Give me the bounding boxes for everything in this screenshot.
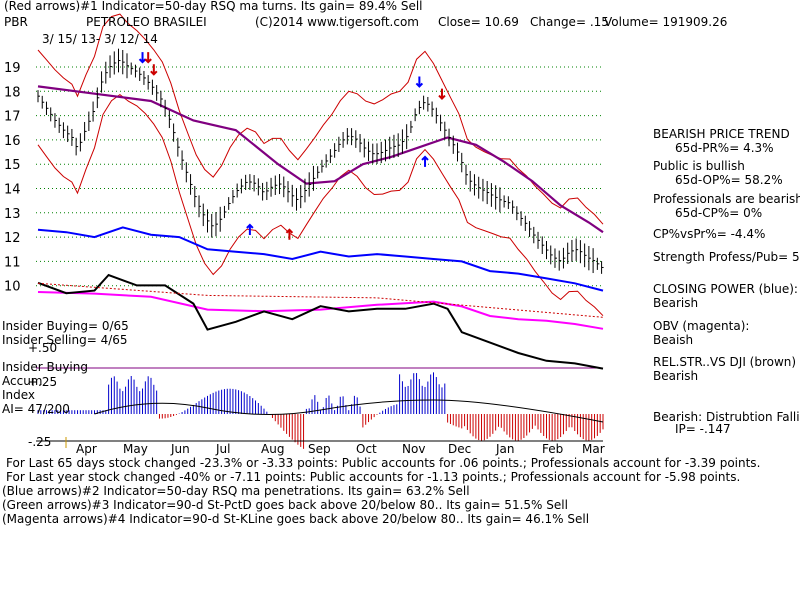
price-tick-label: 14 bbox=[4, 183, 21, 198]
price-tick-label: 18 bbox=[4, 85, 21, 100]
right-panel-line: 65d-CP%= 0% bbox=[675, 206, 763, 220]
insider-selling-count: Insider Selling= 4/65 bbox=[2, 333, 128, 347]
right-panel-line: OBV (magenta): bbox=[653, 319, 750, 333]
change-value: Change= .15 bbox=[530, 15, 609, 29]
x-tick-label: Aug bbox=[261, 442, 284, 456]
ticker-symbol: PBR bbox=[4, 15, 28, 29]
right-panel-line: CLOSING POWER (blue): bbox=[653, 282, 798, 296]
volume-value: Volume= 191909.26 bbox=[604, 15, 728, 29]
footer-line: For Last 65 days stock changed -23.3% or… bbox=[6, 456, 761, 470]
dotted-reference-line bbox=[37, 282, 604, 318]
price-bars bbox=[37, 48, 604, 274]
ai-label: AI= 47/200 bbox=[2, 402, 70, 416]
indicator-1-caption: (Red arrows)#1 Indicator=50-day RSQ ma t… bbox=[4, 0, 423, 13]
closing-power-line bbox=[37, 226, 604, 292]
down-arrow bbox=[415, 76, 424, 88]
price-tick-label: 10 bbox=[4, 280, 21, 295]
x-tick-label: Nov bbox=[402, 442, 425, 456]
right-panel-line: Beaish bbox=[653, 333, 694, 347]
price-tick-label: 19 bbox=[4, 61, 21, 76]
accum-tick-label: +.50 bbox=[28, 341, 57, 355]
right-panel-line: REL.STR..VS DJI (brown) bbox=[653, 355, 797, 369]
price-tick-label: 13 bbox=[4, 207, 21, 222]
right-panel-line: 65d-PR%= 4.3% bbox=[675, 141, 774, 155]
x-tick-label: Jun bbox=[170, 442, 190, 456]
right-panel-line: Bearish bbox=[653, 296, 699, 310]
copyright: (C)2014 www.tigersoft.com bbox=[255, 15, 419, 29]
obv-line bbox=[37, 291, 604, 330]
x-tick-label: Feb bbox=[542, 442, 563, 456]
insider-buying-label: Insider Buying bbox=[2, 360, 88, 374]
right-panel-line: Public is bullish bbox=[653, 159, 745, 173]
x-tick-label: Jul bbox=[215, 442, 230, 456]
down-arrow bbox=[438, 88, 446, 101]
insider-buying-count: Insider Buying= 0/65 bbox=[2, 319, 129, 333]
footer-line: (Blue arrows)#2 Indicator=50-day RSQ ma … bbox=[2, 484, 470, 498]
accum-label: Accum bbox=[2, 374, 43, 388]
down-arrow bbox=[144, 52, 152, 64]
price-tick-label: 15 bbox=[4, 158, 21, 173]
close-value: Close= 10.69 bbox=[438, 15, 519, 29]
company-name: PETROLEO BRASILEI bbox=[86, 15, 207, 29]
x-tick-label: Jan bbox=[495, 442, 515, 456]
x-tick-label: May bbox=[123, 442, 148, 456]
accum-ma-line bbox=[94, 399, 604, 423]
right-panel-line: Strength Profess/Pub= 56 bbox=[653, 250, 800, 264]
chart-axis: 19 18 17 16 15 14 13 12 11 10 +.50 +.25 -.25 Apr May Ju… bbox=[4, 61, 605, 456]
footer-line: For Last year stock changed -40% or -7.1… bbox=[6, 470, 741, 484]
up-arrow bbox=[246, 223, 254, 235]
accumulation-histogram bbox=[37, 372, 604, 449]
down-arrow bbox=[138, 52, 147, 64]
right-panel-line: 65d-OP%= 58.2% bbox=[675, 173, 783, 187]
x-tick-label: Apr bbox=[76, 442, 97, 456]
price-tick-label: 11 bbox=[4, 255, 21, 270]
x-tick-label: Dec bbox=[448, 442, 471, 456]
lower-band-line bbox=[37, 93, 604, 317]
right-panel-line: IP= -.147 bbox=[675, 422, 731, 436]
price-tick-label: 16 bbox=[4, 134, 21, 149]
right-panel-line: Professionals are bearish bbox=[653, 192, 800, 206]
x-tick-label: Oct bbox=[356, 442, 377, 456]
x-tick-label: Sep bbox=[308, 442, 331, 456]
price-gridlines bbox=[36, 66, 603, 369]
price-tick-label: 17 bbox=[4, 110, 21, 125]
right-panel-line: Bearish bbox=[653, 369, 699, 383]
right-panel-line: BEARISH PRICE TREND bbox=[653, 127, 790, 141]
index-label: Index bbox=[2, 388, 36, 402]
right-panel-line: Bearish: Distrubtion Falling bbox=[653, 410, 800, 424]
footer-line: (Green arrows)#3 Indicator=90-d St-PctD … bbox=[2, 498, 568, 512]
up-arrow bbox=[421, 155, 429, 167]
price-tick-label: 12 bbox=[4, 231, 21, 246]
accum-tick-label: +.25 bbox=[28, 375, 57, 389]
accum-tick-label: -.25 bbox=[28, 435, 51, 449]
rel-strength-line bbox=[37, 273, 604, 370]
up-arrow bbox=[285, 228, 294, 240]
moving-average-line bbox=[37, 85, 604, 234]
footer-line: (Magenta arrows)#4 Indicator=90-d St-KLi… bbox=[2, 512, 590, 526]
date-range: 3/ 15/ 13- 3/ 12/ 14 bbox=[42, 32, 158, 46]
upper-band-line bbox=[37, 13, 604, 225]
right-panel-line: CP%vsPr%= -4.4% bbox=[653, 227, 766, 241]
signal-arrows bbox=[138, 52, 446, 240]
x-tick-label: Mar bbox=[582, 442, 605, 456]
down-arrow bbox=[150, 64, 158, 76]
